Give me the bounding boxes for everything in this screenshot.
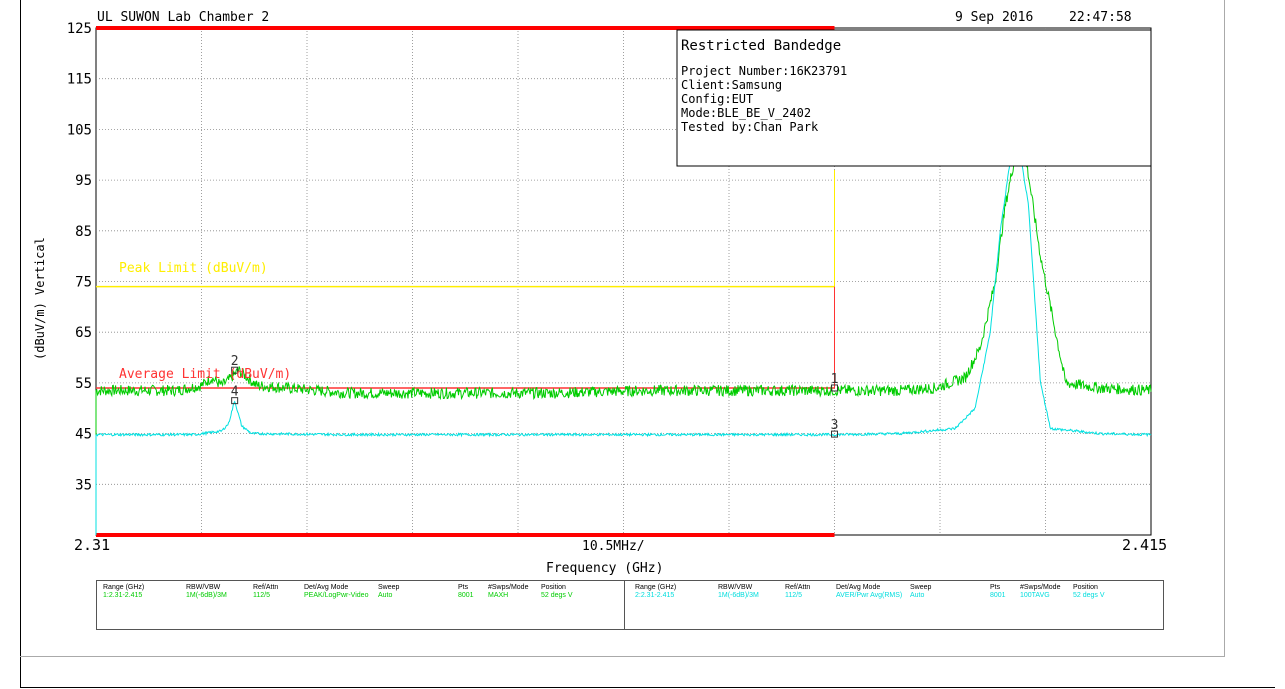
settings-table: Range (GHz) 1:2.31-2.415 RBW/VBW 1M(-6dB)/3… xyxy=(96,580,1164,630)
settings-header: #Swps/Mode xyxy=(488,584,529,591)
y-ticks: 125 115 105 95 85 75 65 55 45 35 xyxy=(67,21,92,493)
settings-header: Pts xyxy=(458,584,469,591)
settings-header: Pts xyxy=(990,584,1001,591)
settings-value: 100TAVG xyxy=(1020,592,1050,599)
marker-box xyxy=(231,397,239,405)
header-date: 9 Sep 2016 xyxy=(955,10,1033,25)
x-axis-label: Frequency (GHz) xyxy=(546,561,663,576)
page-frame-inner xyxy=(20,0,1225,657)
marker-label: 2 xyxy=(231,354,239,369)
average-trace xyxy=(95,152,1152,438)
settings-header: #Swps/Mode xyxy=(1020,584,1061,591)
settings-value: PEAK/LogPwr-Video xyxy=(304,592,369,599)
y-tick-label: 95 xyxy=(75,173,92,189)
settings-header: Det/Avg Mode xyxy=(304,584,349,591)
y-tick-label: 65 xyxy=(75,325,92,341)
settings-value: AVER/Pwr Avg(RMS) xyxy=(836,592,903,599)
y-tick-label: 45 xyxy=(75,427,92,443)
marker-label: 1 xyxy=(831,372,839,387)
x-start-label: 2.31 xyxy=(74,536,110,554)
info-line-tester: Tested by:Chan Park xyxy=(681,120,819,134)
info-line-project: Project Number:16K23791 xyxy=(681,64,847,78)
settings-value: 52 degs V xyxy=(1073,592,1105,599)
info-line-config: Config:EUT xyxy=(681,92,753,106)
lab-title: UL SUWON Lab Chamber 2 xyxy=(97,10,269,25)
marker-box xyxy=(831,384,838,392)
y-tick-label: 35 xyxy=(75,477,92,493)
y-axis-label: (dBuV/m) Vertical xyxy=(33,237,47,360)
settings-value: MAXH xyxy=(488,592,509,599)
header-time: 22:47:58 xyxy=(1069,10,1132,25)
markers: 1 2 3 4 xyxy=(231,354,839,438)
peak-trace xyxy=(95,150,1152,401)
y-tick-label: 75 xyxy=(75,275,92,291)
settings-value: Auto xyxy=(910,592,925,599)
settings-header: Ref/Attn xyxy=(785,584,811,591)
settings-header: RBW/VBW xyxy=(718,584,753,591)
settings-header: Position xyxy=(1073,584,1098,591)
traces xyxy=(95,150,1152,535)
settings-value: 2:2.31-2.415 xyxy=(635,592,675,599)
settings-value: Auto xyxy=(378,592,393,599)
settings-value: 112/5 xyxy=(785,592,802,599)
y-tick-label: 115 xyxy=(67,72,92,88)
info-box xyxy=(676,29,1152,167)
y-tick-label: 125 xyxy=(67,21,92,37)
x-span-label: 10.5MHz/ xyxy=(582,539,645,554)
info-line-mode: Mode:BLE_BE_V_2402 xyxy=(681,106,811,120)
settings-header: Sweep xyxy=(378,584,400,591)
settings-header: Sweep xyxy=(910,584,932,591)
settings-divider xyxy=(624,581,625,629)
info-box-title: Restricted Bandedge xyxy=(681,38,841,54)
settings-value: 1:2.31-2.415 xyxy=(103,592,143,599)
y-tick-label: 105 xyxy=(67,122,92,138)
settings-header: RBW/VBW xyxy=(186,584,221,591)
page-frame xyxy=(20,0,1275,688)
marker-box xyxy=(231,366,239,374)
marker-label: 4 xyxy=(231,385,239,400)
marker-label: 3 xyxy=(831,418,839,433)
info-line-client: Client:Samsung xyxy=(681,78,782,92)
settings-header: Range (GHz) xyxy=(635,584,677,591)
settings-value: 112/5 xyxy=(253,592,270,599)
y-tick-label: 85 xyxy=(75,224,92,240)
settings-value: 8001 xyxy=(458,592,474,599)
x-end-label: 2.415 xyxy=(1122,536,1167,554)
settings-value: 52 degs V xyxy=(541,592,573,599)
settings-header: Range (GHz) xyxy=(103,584,145,591)
settings-value: 8001 xyxy=(990,592,1006,599)
settings-header: Ref/Attn xyxy=(253,584,279,591)
peak-limit-label: Peak Limit (dBuV/m) xyxy=(119,261,268,276)
marker-box xyxy=(831,430,838,438)
settings-header: Det/Avg Mode xyxy=(836,584,881,591)
settings-value: 1M(-6dB)/3M xyxy=(718,592,759,599)
settings-header: Position xyxy=(541,584,566,591)
settings-value: 1M(-6dB)/3M xyxy=(186,592,227,599)
avg-limit-label: Average Limit (dBuV/m) xyxy=(119,367,291,382)
y-tick-label: 55 xyxy=(75,376,92,392)
